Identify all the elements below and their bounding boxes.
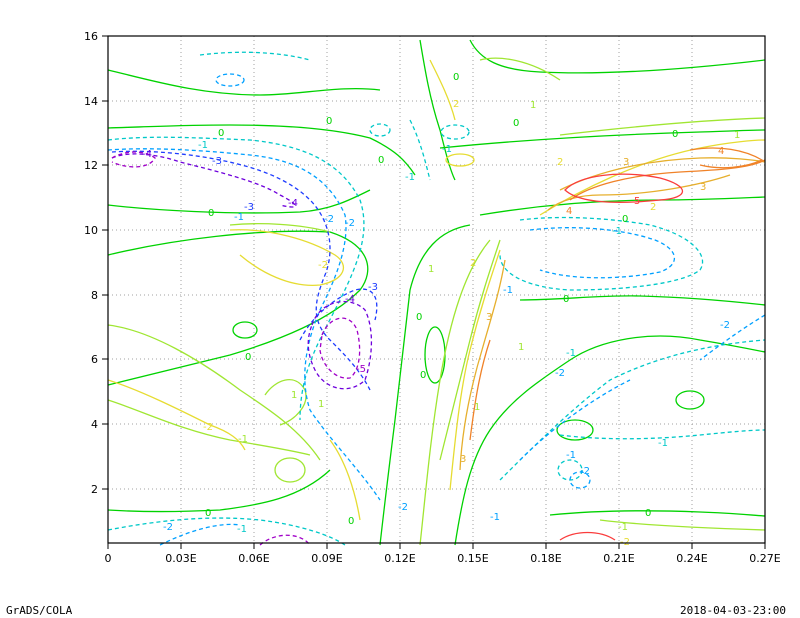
- contour-label: -2: [398, 502, 408, 513]
- contour-labels: -4 -3 -1 -4 -3 -1 -2 -2 0 0 0 -2 -3 -4 -…: [142, 72, 740, 548]
- axis-ticks: [102, 35, 766, 549]
- contour-label: 1: [291, 390, 297, 401]
- x-tick-label: 0.21E: [603, 552, 634, 565]
- contour-label: -4: [142, 149, 152, 160]
- contour-label: 2: [470, 258, 476, 269]
- y-tick-label: 8: [91, 289, 98, 302]
- contour-label: 3: [486, 312, 492, 323]
- x-tick-label: 0.12E: [384, 552, 415, 565]
- x-tick-label: 0.24E: [676, 552, 707, 565]
- contour-label: -4: [345, 294, 355, 305]
- contour-label: -3: [212, 156, 222, 167]
- contour-label: 0: [563, 294, 569, 305]
- contour-label: -1: [566, 348, 576, 359]
- contour-label: -1: [612, 226, 622, 237]
- contour-label: 0: [378, 155, 384, 166]
- contour-label: -3: [244, 202, 254, 213]
- contour-label: -1: [442, 144, 452, 155]
- contour-label: 1: [474, 402, 480, 413]
- contour-label: -2: [203, 422, 213, 433]
- contour-label: 2: [650, 202, 656, 213]
- x-tick-label: 0.18E: [530, 552, 561, 565]
- contour-label: 0: [208, 208, 214, 219]
- contour-label: 1: [734, 130, 740, 141]
- y-tick-label: 14: [84, 95, 98, 108]
- contour-label: -1: [618, 522, 628, 533]
- contour-label: 0: [326, 116, 332, 127]
- contour-label: -1: [238, 434, 248, 445]
- contour-label: -3: [368, 282, 378, 293]
- contour-label: 3: [700, 182, 706, 193]
- y-tick-label: 6: [91, 353, 98, 366]
- contour-label: 4: [718, 146, 724, 157]
- contour-label: -1: [234, 212, 244, 223]
- contour-label: -1: [658, 438, 668, 449]
- contour-label: 1: [318, 399, 324, 410]
- contour-lines: [107, 39, 766, 546]
- contour-level-pos5: [559, 173, 683, 541]
- contour-label: 0: [420, 370, 426, 381]
- contour-label: -5: [356, 364, 366, 375]
- x-tick-label: 0.27E: [749, 552, 780, 565]
- contour-label: -2: [555, 368, 565, 379]
- x-tick-label: 0.09E: [311, 552, 342, 565]
- contour-level-pos4: [469, 147, 766, 441]
- contour-level-pos2: [107, 59, 766, 521]
- contour-level-neg3: [111, 150, 378, 391]
- contour-label: 0: [672, 129, 678, 140]
- contour-label: -2: [163, 522, 173, 533]
- contour-label: 0: [245, 352, 251, 363]
- contour-label: -1: [405, 172, 415, 183]
- contour-level-0: [107, 39, 766, 546]
- contour-label: -2: [345, 218, 355, 229]
- contour-label: 1: [428, 264, 434, 275]
- contour-plot: -4 -3 -1 -4 -3 -1 -2 -2 0 0 0 -2 -3 -4 -…: [84, 30, 781, 565]
- contour-label: -1: [490, 512, 500, 523]
- y-tick-label: 4: [91, 418, 98, 431]
- y-tick-label: 2: [91, 483, 98, 496]
- y-tick-label: 10: [84, 224, 98, 237]
- contour-label: 3: [623, 157, 629, 168]
- contour-label: 1: [518, 342, 524, 353]
- contour-label: 5: [634, 196, 640, 207]
- x-tick-label: 0.06E: [238, 552, 269, 565]
- contour-label: -1: [237, 524, 247, 535]
- contour-label: -2: [720, 320, 730, 331]
- grid-lines: [108, 36, 765, 543]
- contour-label: 3: [460, 454, 466, 465]
- contour-level-neg5: [111, 151, 361, 546]
- contour-label: 0: [622, 214, 628, 225]
- contour-label: 0: [205, 508, 211, 519]
- contour-label: 0: [513, 118, 519, 129]
- x-tick-label: 0.15E: [457, 552, 488, 565]
- contour-level-neg2: [107, 73, 766, 546]
- contour-label: 2: [557, 157, 563, 168]
- y-tick-label: 12: [84, 159, 98, 172]
- contour-label: 4: [566, 206, 572, 217]
- contour-label: 2: [453, 99, 459, 110]
- y-tick-labels: 2 4 6 8 10 12 14 16: [84, 30, 98, 496]
- contour-label: -1: [198, 140, 208, 151]
- contour-level-neg4: [111, 153, 373, 390]
- footer-credit: GrADS/COLA: [6, 604, 73, 617]
- y-tick-label: 16: [84, 30, 98, 43]
- footer-timestamp: 2018-04-03-23:00: [680, 604, 786, 617]
- contour-label: 0: [645, 508, 651, 519]
- contour-label: -1: [503, 285, 513, 296]
- x-tick-labels: 0 0.03E 0.06E 0.09E 0.12E 0.15E 0.18E 0.…: [105, 552, 781, 565]
- contour-label: -2: [580, 466, 590, 477]
- contour-label: 0: [218, 128, 224, 139]
- contour-label: -2: [318, 260, 328, 271]
- contour-label: 1: [530, 100, 536, 111]
- x-tick-label: 0.03E: [165, 552, 196, 565]
- contour-label: 0: [348, 516, 354, 527]
- contour-label: -2: [324, 214, 334, 225]
- plot-frame: [107, 35, 766, 544]
- x-tick-label: 0: [105, 552, 112, 565]
- contour-label: -4: [288, 198, 298, 209]
- contour-level-pos1: [107, 57, 766, 546]
- contour-label: -1: [566, 450, 576, 461]
- contour-label: 0: [416, 312, 422, 323]
- contour-label: 0: [453, 72, 459, 83]
